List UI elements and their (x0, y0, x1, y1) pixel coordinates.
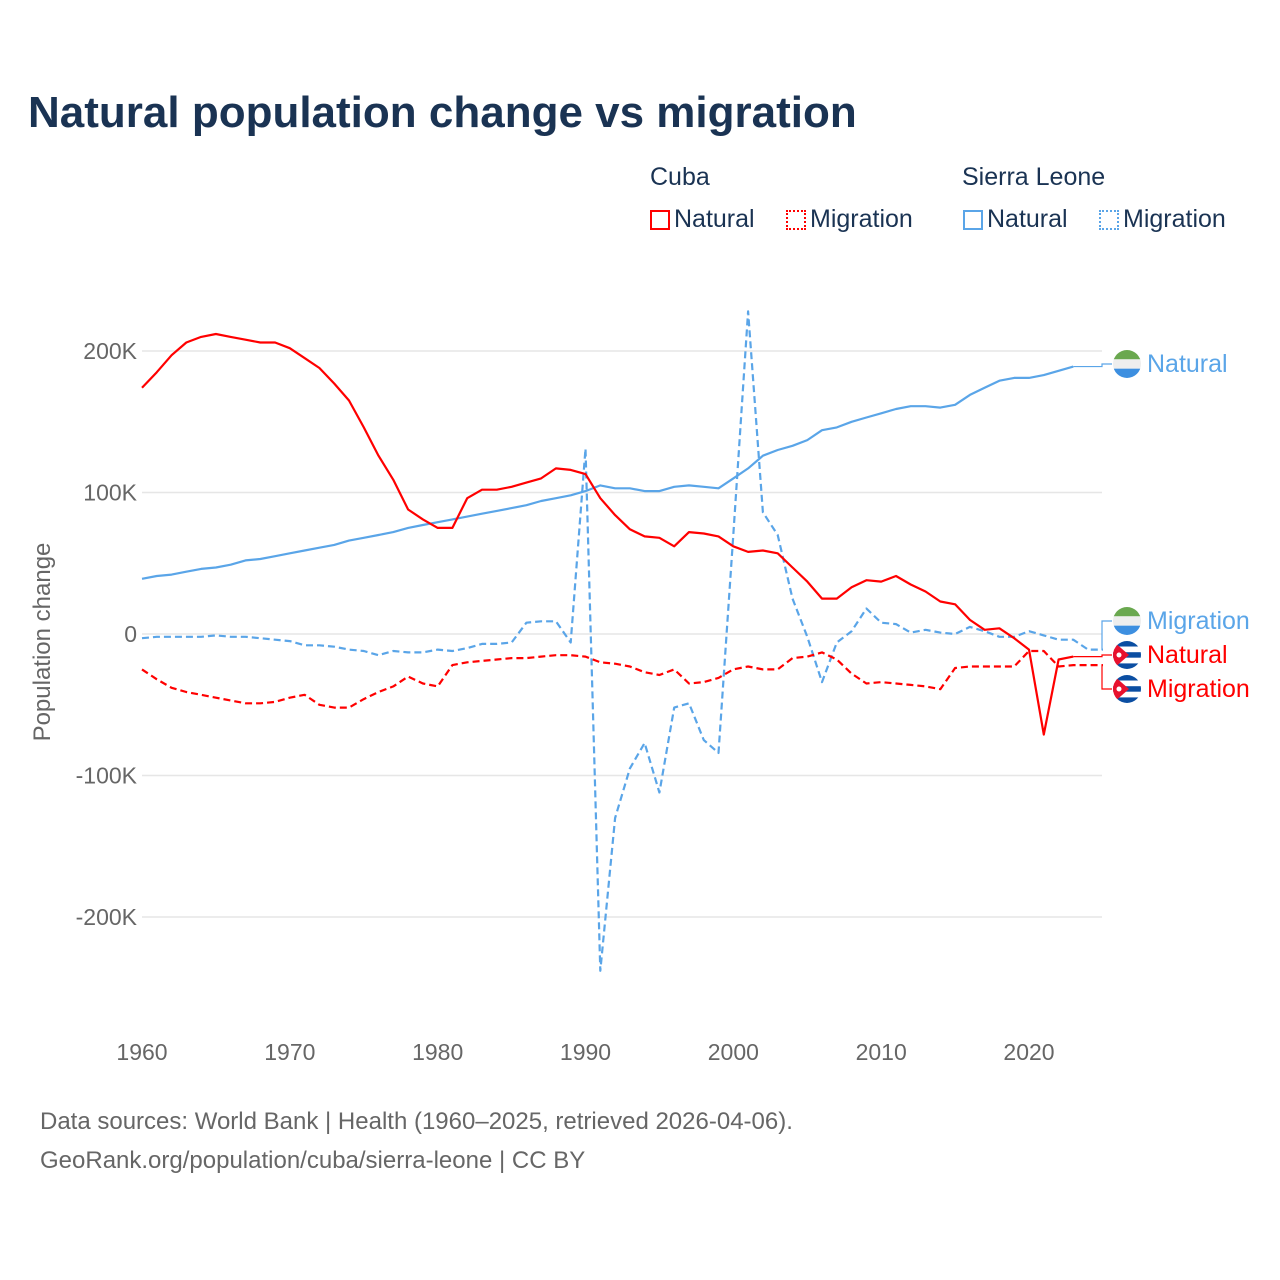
x-tick-label: 2020 (1003, 1039, 1054, 1065)
x-tick-label: 1980 (412, 1039, 463, 1065)
source-line-2: GeoRank.org/population/cuba/sierra-leone… (40, 1147, 586, 1174)
cuba-flag-icon (1113, 641, 1141, 669)
legend-cuba-natural[interactable]: Natural (650, 205, 755, 234)
end-label-sierra-leone-natural: Natural (1147, 350, 1228, 378)
legend-group-cuba: Cuba (650, 163, 710, 191)
x-tick-label: 1990 (560, 1039, 611, 1065)
end-label-connector (1073, 363, 1112, 368)
page-title: Natural population change vs migration (28, 88, 857, 137)
end-label-cuba-natural: Natural (1147, 641, 1228, 669)
legend-swatch-dotted (786, 209, 806, 230)
x-tick-label: 2000 (708, 1039, 759, 1065)
y-axis-label: Population change (29, 543, 56, 742)
y-tick-label: 100K (83, 480, 137, 506)
y-tick-label: -100K (76, 763, 138, 789)
legend-swatch-solid (963, 209, 983, 230)
series-line-cuba-migration (141, 649, 1103, 709)
y-tick-label: 0 (124, 621, 137, 647)
legend-cuba-migration[interactable]: Migration (786, 205, 913, 234)
x-tick-label: 1960 (116, 1039, 167, 1065)
legend-label: Migration (810, 205, 913, 233)
end-label-sierra-leone-migration: Migration (1147, 607, 1250, 635)
source-line-1: Data sources: World Bank | Health (1960–… (40, 1108, 793, 1135)
legend-label: Natural (987, 205, 1068, 233)
y-tick-label: -200K (76, 904, 138, 930)
series-line-cuba-natural (141, 332, 1074, 736)
sierra-leone-flag-icon (1113, 607, 1141, 635)
legend-label: Migration (1123, 205, 1226, 233)
legend-swatch-dotted (1099, 209, 1119, 230)
legend-sl-migration[interactable]: Migration (1099, 205, 1226, 234)
end-label-connector (1073, 654, 1112, 658)
end-label-cuba-migration: Migration (1147, 675, 1250, 703)
sierra-leone-flag-icon (1113, 350, 1141, 378)
legend-label: Natural (674, 205, 755, 233)
end-label-connector (1101, 620, 1112, 651)
x-tick-label: 2010 (856, 1039, 907, 1065)
series-line-sierra-leone-migration (141, 310, 1103, 972)
legend-swatch-solid (650, 209, 670, 230)
legend-group-sierra-leone: Sierra Leone (962, 163, 1106, 191)
y-tick-label: 200K (83, 338, 137, 364)
cuba-flag-icon (1113, 675, 1141, 703)
legend-sl-natural[interactable]: Natural (963, 205, 1068, 234)
end-label-connector (1101, 664, 1112, 690)
x-tick-label: 1970 (264, 1039, 315, 1065)
series-line-sierra-leone-natural (141, 365, 1074, 580)
